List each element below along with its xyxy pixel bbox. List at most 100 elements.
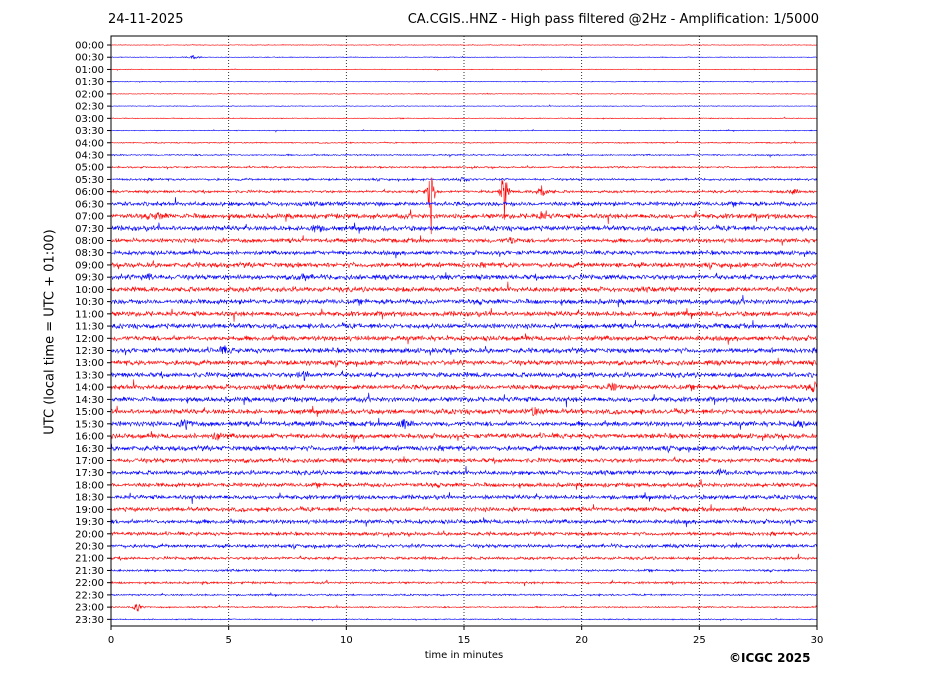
trace-0130 (110, 80, 818, 83)
y-tick-label: 07:30 (75, 224, 104, 235)
trace-0430 (110, 152, 818, 158)
y-tick-label: 20:00 (75, 529, 104, 540)
y-tick-label: 04:30 (75, 150, 104, 161)
x-tick-layer: 0 5 10 15 20 25 30 (108, 626, 824, 646)
trace-1430 (110, 392, 818, 408)
y-tick-label: 19:30 (75, 517, 104, 528)
y-tick-label: 22:00 (75, 578, 104, 589)
trace-1930 (110, 517, 818, 528)
y-tick-label: 18:00 (75, 480, 104, 491)
y-tick-label: 23:30 (75, 615, 104, 626)
y-tick-label: 03:30 (75, 126, 104, 137)
trace-0230 (110, 104, 818, 107)
trace-0700 (110, 209, 818, 225)
y-tick-label: 05:00 (75, 163, 104, 174)
trace-1000 (110, 281, 818, 294)
trace-0730 (110, 222, 818, 234)
trace-1530 (110, 417, 818, 430)
y-tick-label: 05:30 (75, 175, 104, 186)
trace-0100 (110, 68, 818, 71)
y-tick-label: 04:00 (75, 138, 104, 149)
x-tick-label: 0 (108, 635, 114, 646)
y-tick-label: 18:30 (75, 493, 104, 504)
x-tick-label: 30 (811, 635, 824, 646)
trace-1330 (110, 370, 818, 381)
y-tick-label: 02:30 (75, 102, 104, 113)
y-tick-label: 15:00 (75, 407, 104, 418)
trace-1700 (110, 456, 818, 465)
trace-2330 (110, 617, 818, 622)
trace-1830 (110, 492, 818, 504)
y-tick-label: 08:30 (75, 248, 104, 259)
y-tick-label: 07:00 (75, 212, 104, 223)
trace-0600 (110, 177, 818, 235)
y-tick-label: 10:00 (75, 285, 104, 296)
trace-0830 (110, 248, 818, 259)
trace-0000 (110, 43, 818, 47)
y-tick-label: 20:30 (75, 542, 104, 553)
y-tick-label: 06:00 (75, 187, 104, 198)
copyright-label: ©ICGC 2025 (729, 651, 811, 665)
trace-0330 (110, 128, 818, 133)
trace-1030 (110, 294, 818, 308)
y-tick-label: 09:00 (75, 260, 104, 271)
trace-2130 (110, 568, 818, 573)
y-tick-label: 09:30 (75, 273, 104, 284)
date-label: 24-11-2025 (108, 12, 184, 27)
trace-2230 (110, 591, 818, 597)
y-tick-label: 21:30 (75, 566, 104, 577)
trace-1730 (110, 466, 818, 476)
x-tick-label: 20 (575, 635, 588, 646)
y-tick-label: 19:00 (75, 505, 104, 516)
x-tick-label: 10 (340, 635, 353, 646)
y-tick-label: 13:30 (75, 370, 104, 381)
y-tick-label: 17:00 (75, 456, 104, 467)
y-tick-label: 08:00 (75, 236, 104, 247)
chart-title: CA.CGIS..HNZ - High pass filtered @2Hz -… (407, 12, 819, 27)
y-tick-label: 21:00 (75, 554, 104, 565)
trace-1230 (110, 345, 818, 356)
trace-0530 (110, 176, 818, 183)
y-tick-label: 17:30 (75, 468, 104, 479)
trace-2300 (110, 603, 818, 612)
trace-0200 (110, 92, 818, 95)
y-tick-label: 22:30 (75, 590, 104, 601)
trace-0030 (110, 54, 818, 60)
trace-0300 (110, 116, 818, 121)
trace-1800 (110, 479, 818, 490)
trace-1100 (110, 308, 818, 322)
y-tick-label: 06:30 (75, 199, 104, 210)
plot-frame (110, 35, 818, 627)
trace-0630 (110, 197, 818, 208)
x-tick-label: 15 (458, 635, 471, 646)
y-tick-label: 00:00 (75, 41, 104, 52)
y-tick-label: 14:30 (75, 395, 104, 406)
trace-0900 (110, 260, 818, 271)
trace-0930 (110, 272, 818, 282)
trace-1600 (110, 431, 818, 443)
y-tick-label: 15:30 (75, 419, 104, 430)
trace-1300 (110, 357, 818, 369)
trace-0400 (110, 140, 818, 145)
trace-1400 (110, 379, 818, 393)
trace-layer (110, 43, 818, 622)
trace-2000 (110, 530, 818, 538)
trace-1130 (110, 319, 818, 330)
trace-1630 (110, 443, 818, 454)
trace-0500 (110, 164, 818, 170)
trace-1500 (110, 405, 818, 417)
y-tick-label: 11:00 (75, 309, 104, 320)
y-tick-label: 02:00 (75, 89, 104, 100)
y-tick-label: 01:00 (75, 65, 104, 76)
y-tick-label: 23:00 (75, 603, 104, 614)
y-tick-label: 16:00 (75, 432, 104, 443)
y-tick-label: 03:00 (75, 114, 104, 125)
y-tick-label: 10:30 (75, 297, 104, 308)
y-tick-label: 14:00 (75, 383, 104, 394)
y-tick-label: 12:30 (75, 346, 104, 357)
trace-0800 (110, 235, 818, 246)
trace-2100 (110, 553, 818, 562)
y-tick-label: 12:00 (75, 334, 104, 345)
